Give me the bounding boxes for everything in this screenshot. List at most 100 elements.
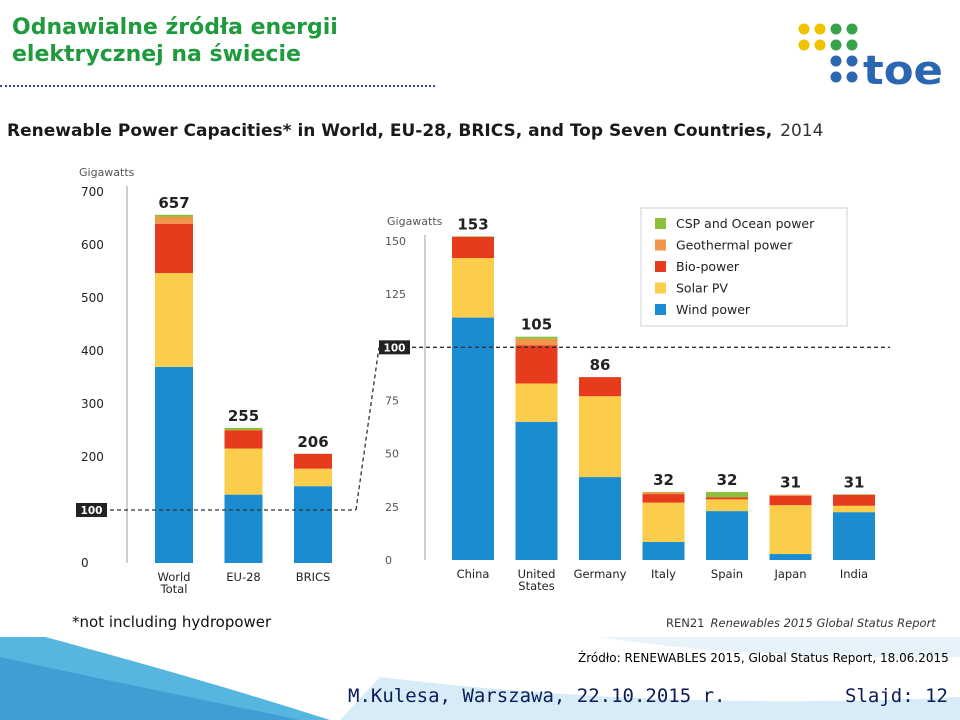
right-panel-bar-spain-wind-power — [706, 511, 748, 560]
right-panel-category-label: Spain — [711, 567, 743, 581]
left-panel-tick-label: 400 — [81, 344, 104, 358]
right-panel-bar-japan-wind-power — [769, 554, 812, 560]
title-dotted-rule — [0, 85, 435, 87]
right-panel-bar-italy-solar-pv — [642, 502, 685, 542]
slide-title-line-1: Odnawialne źródła energii — [12, 15, 338, 40]
right-panel-bar-united-states-solar-pv — [515, 383, 558, 422]
left-panel-tick-label: 500 — [81, 291, 104, 305]
left-panel-bar-world-total-wind-power — [155, 366, 193, 563]
right-panel-total-label: 32 — [653, 471, 674, 489]
left-panel-bar-eu-28-bio-power — [224, 430, 263, 449]
legend-swatch-solar-pv — [655, 282, 666, 294]
right-panel-y-unit-label: Gigawatts — [387, 215, 443, 228]
right-panel-bar-united-states-csp-and-ocean-power — [515, 336, 558, 339]
right-panel-bar-united-states-bio-power — [515, 345, 558, 384]
right-panel-category-label: United — [518, 567, 556, 581]
left-panel-bar-eu-28-geothermal-power — [224, 429, 263, 431]
toe-logo: toe — [798, 23, 943, 90]
legend-swatch-geothermal-power — [655, 239, 666, 251]
right-panel-bar-china-wind-power — [452, 317, 494, 560]
left-panel-category-label: World — [158, 570, 191, 584]
chart-credit: REN21 Renewables 2015 Global Status Repor… — [666, 616, 936, 630]
right-panel-category-label: Japan — [773, 567, 806, 581]
right-panel-100-marker-box — [379, 340, 410, 355]
left-panel-100-marker-label: 100 — [81, 505, 103, 517]
legend-label-wind-power: Wind power — [676, 302, 751, 317]
chart-footnote: *not including hydropower — [72, 613, 272, 631]
right-panel-bar-italy-bio-power — [642, 494, 685, 503]
right-panel-bar-germany-wind-power — [579, 477, 621, 560]
right-panel-bar-italy-csp-and-ocean-power — [642, 491, 685, 493]
left-panel-tick-label: 200 — [81, 450, 104, 464]
right-panel-total-label: 105 — [521, 316, 552, 334]
left-panel-total-label: 206 — [297, 433, 328, 451]
right-panel-total-label: 153 — [457, 215, 488, 233]
left-panel-bar-brics-solar-pv — [294, 468, 332, 487]
right-panel-category-label: States — [518, 579, 554, 593]
left-panel-tick-label: 600 — [81, 238, 104, 252]
chart-title-text: Renewable Power Capacities* in World, EU… — [7, 121, 823, 141]
right-panel-category-label: Italy — [651, 567, 676, 581]
right-panel-bar-italy-geothermal-power — [642, 492, 685, 495]
logo-wordmark: toe — [863, 48, 943, 90]
right-panel-category-label: China — [457, 567, 490, 581]
left-panel-total-label: 657 — [158, 194, 189, 212]
left-panel-total-label: 255 — [228, 407, 259, 425]
right-panel-bar-united-states-wind-power — [515, 421, 558, 560]
chart-title: Renewable Power Capacities* in World, EU… — [7, 121, 823, 141]
left-panel-bar-eu-28-csp-and-ocean-power — [224, 427, 263, 430]
right-panel-bar-japan-bio-power — [769, 495, 812, 506]
right-panel-total-label: 86 — [590, 356, 611, 374]
right-panel-bar-spain-bio-power — [706, 497, 748, 500]
right-panel-bar-germany-bio-power — [579, 377, 621, 397]
legend-swatch-wind-power — [655, 304, 666, 315]
right-panel-tick-label: 50 — [385, 448, 399, 461]
right-panel-bar-india-wind-power — [833, 512, 875, 560]
right-panel-100-marker-label: 100 — [384, 342, 406, 354]
right-panel-bar-india-solar-pv — [833, 505, 875, 513]
legend-label-solar-pv: Solar PV — [676, 281, 728, 296]
right-panel-bar-japan-geothermal-power — [769, 494, 812, 496]
right-panel-bar-germany-solar-pv — [579, 396, 621, 478]
right-panel-tick-label: 0 — [385, 554, 392, 567]
author-text: M.Kulesa, Warszawa, 22.10.2015 r. — [348, 685, 726, 707]
legend-box — [640, 207, 848, 327]
right-panel-total-label: 31 — [844, 473, 865, 491]
right-panel-bar-spain-csp-and-ocean-power — [706, 491, 748, 498]
legend-label-csp-and-ocean-power: CSP and Ocean power — [676, 216, 815, 231]
right-panel-bar-india-bio-power — [833, 494, 875, 506]
right-panel-tick-label: 25 — [385, 501, 399, 514]
right-panel-tick-label: 150 — [385, 235, 406, 248]
logo-dots-icon — [798, 23, 858, 83]
left-panel-bar-world-total-bio-power — [155, 223, 193, 274]
left-panel-bar-eu-28-solar-pv — [224, 448, 263, 495]
left-panel-y-unit-label: Gigawatts — [79, 166, 135, 179]
right-panel-category-label: India — [840, 567, 868, 581]
legend-label-geothermal-power: Geothermal power — [676, 238, 793, 253]
right-panel-category-label: Germany — [574, 567, 627, 581]
right-panel-bar-china-bio-power — [452, 236, 494, 259]
slide-title-line-2: elektrycznej na świecie — [12, 42, 301, 67]
right-panel-bar-italy-wind-power — [642, 541, 685, 560]
panel-connector-line — [355, 347, 380, 511]
chart-title-year: 2014 — [780, 121, 823, 141]
right-panel-bar-united-states-geothermal-power — [515, 338, 558, 346]
chart-layer: 0100200300400500600700Gigawatts657WorldT… — [76, 166, 890, 596]
right-panel-total-label: 31 — [780, 474, 801, 492]
slide-number: Slajd: 12 — [845, 685, 948, 707]
source-text: Źródło: RENEWABLES 2015, Global Status R… — [578, 651, 949, 665]
left-panel-bar-brics-wind-power — [294, 486, 332, 563]
left-panel-category-label: EU-28 — [226, 570, 260, 584]
right-panel-tick-label: 75 — [385, 395, 399, 408]
right-panel-bar-india-csp-and-ocean-power — [833, 494, 875, 495]
chart-credit-report: Renewables 2015 Global Status Report — [711, 616, 937, 630]
slide-title: Odnawialne źródła energii elektrycznej n… — [12, 14, 338, 68]
right-panel-bar-japan-solar-pv — [769, 505, 812, 555]
left-panel-bar-world-total-csp-and-ocean-power — [155, 214, 193, 217]
left-panel-bar-brics-bio-power — [294, 453, 332, 469]
right-panel-bar-china-csp-and-ocean-power — [452, 236, 494, 237]
left-panel-category-label: BRICS — [296, 570, 331, 584]
left-panel-category-label: Total — [160, 582, 188, 596]
left-panel-tick-label: 0 — [81, 556, 89, 570]
left-panel-tick-label: 700 — [81, 185, 104, 199]
